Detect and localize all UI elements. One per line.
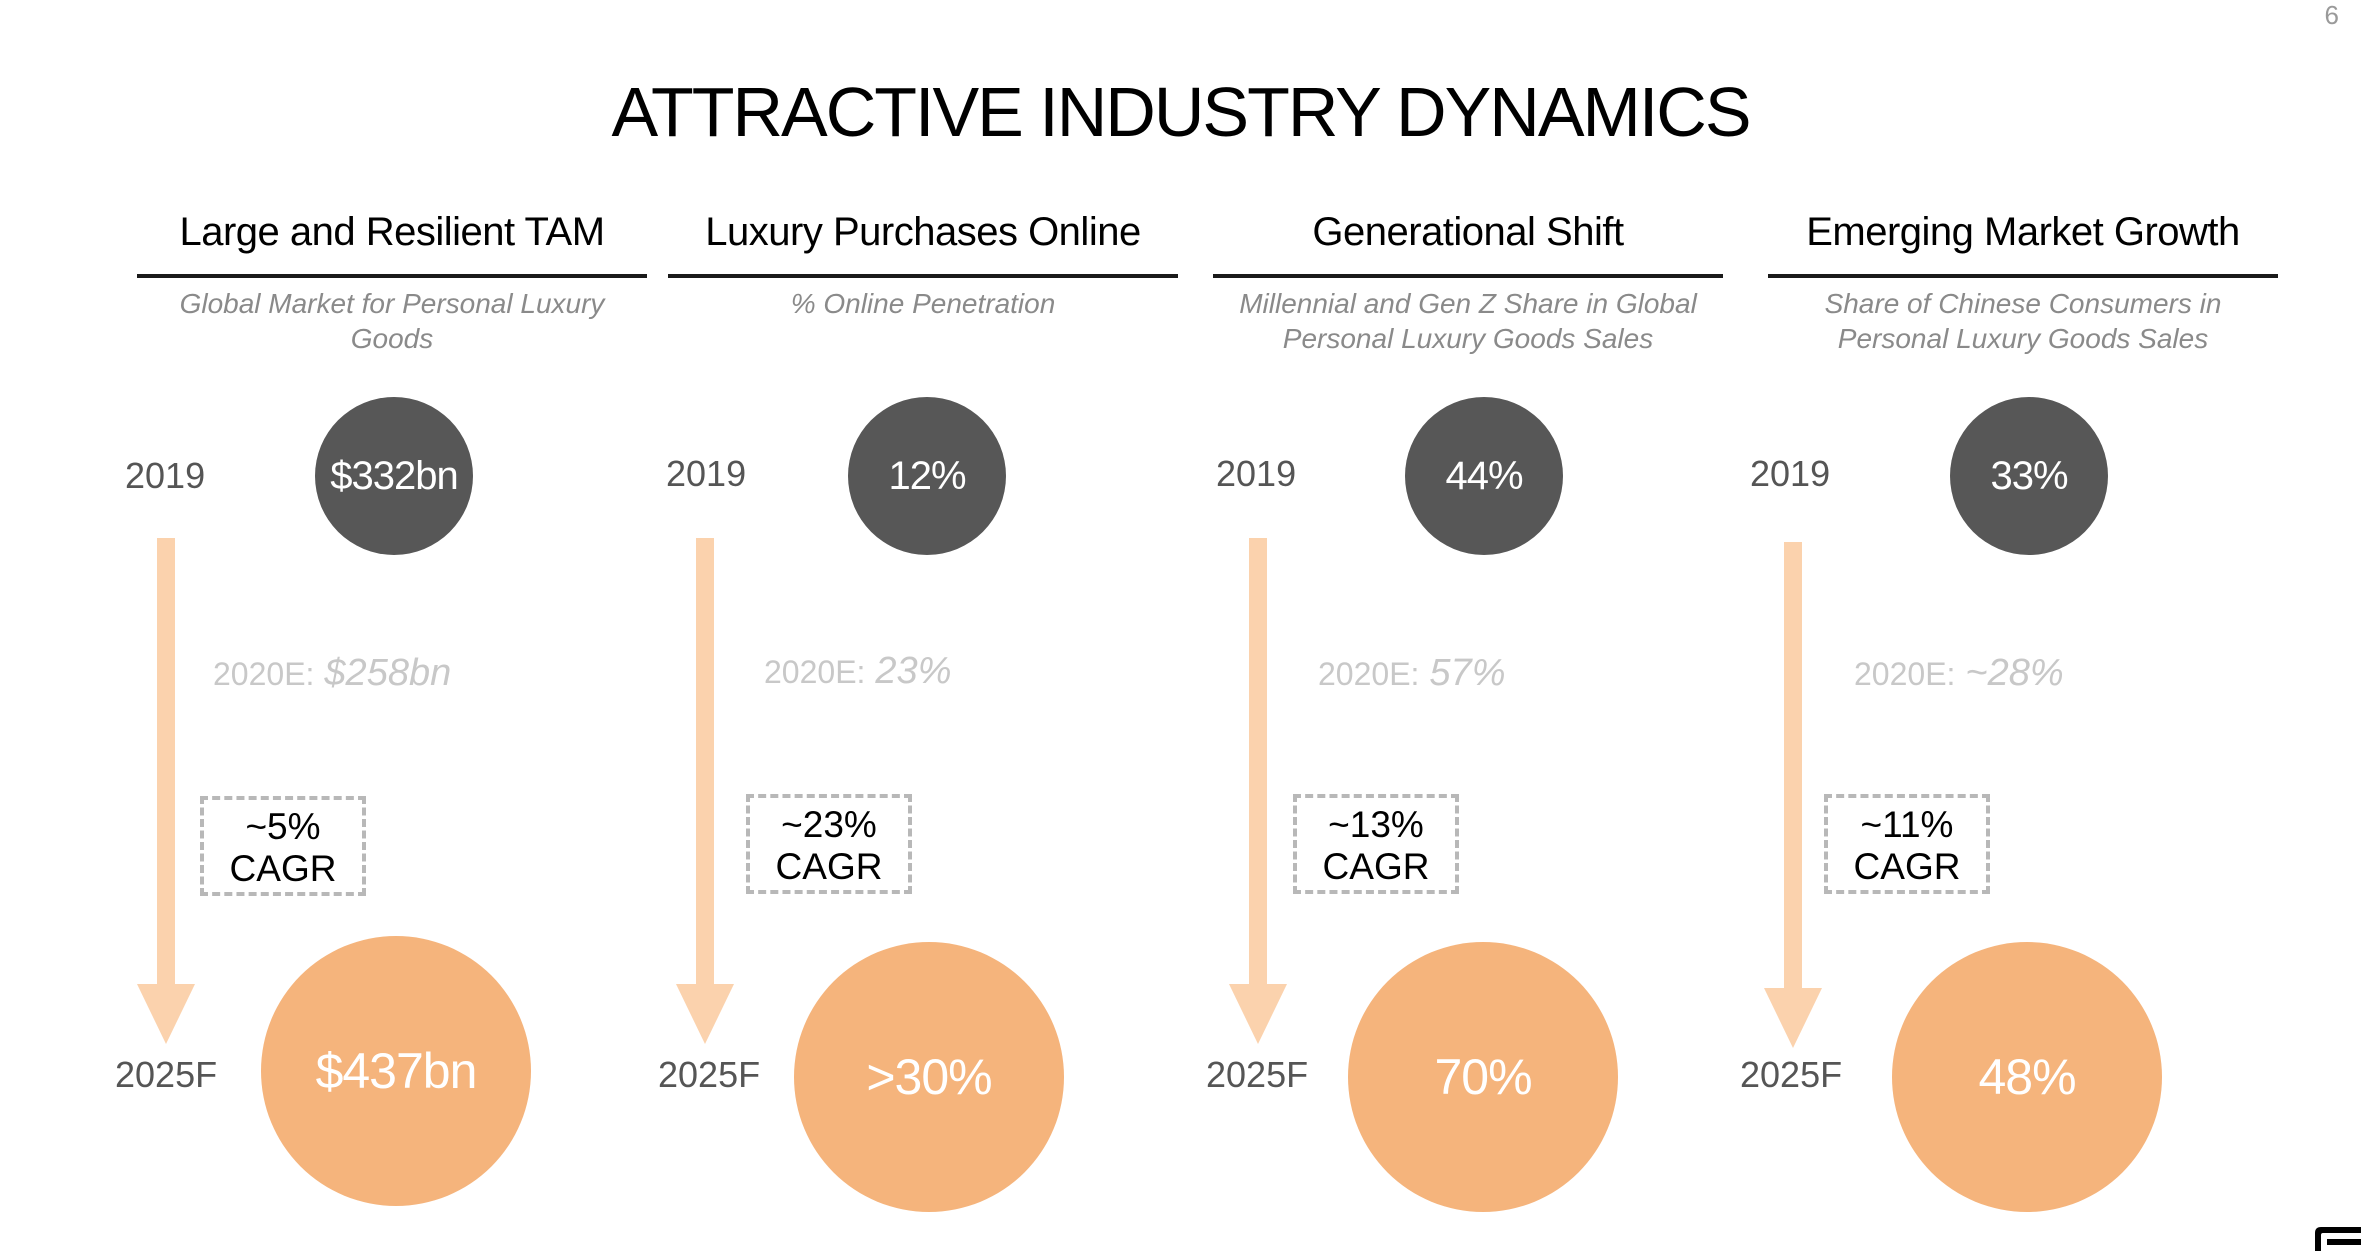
heading-divider xyxy=(668,274,1178,278)
column-subtitle: Share of Chinese Consumers in Personal L… xyxy=(1824,288,2222,354)
heading-divider xyxy=(1213,274,1723,278)
cagr-box: ~13% CAGR xyxy=(1293,794,1459,894)
column-subtitle: Global Market for Personal Luxury Goods xyxy=(179,288,605,354)
value-2025-text: $437bn xyxy=(315,1043,478,1099)
estimate-label: 2020E: xyxy=(1854,656,1956,692)
heading-divider xyxy=(1768,274,2278,278)
cagr-value: ~5% xyxy=(245,806,321,847)
year-2025-label: 2025F xyxy=(115,1054,218,1095)
year-2019-label: 2019 xyxy=(1750,453,1831,494)
cagr-value: ~11% xyxy=(1860,804,1954,845)
value-2019-text: 12% xyxy=(888,453,966,498)
cagr-box: ~5% CAGR xyxy=(200,796,366,896)
estimate-2020: 2020E: 57% xyxy=(1318,652,1505,695)
estimate-2020: 2020E: ~28% xyxy=(1854,652,2064,695)
cagr-box: ~11% CAGR xyxy=(1824,794,1990,894)
column-subtitle: Millennial and Gen Z Share in Global Per… xyxy=(1239,288,1697,354)
column-subtitle: % Online Penetration xyxy=(790,288,1056,319)
estimate-label: 2020E: xyxy=(1318,656,1420,692)
value-2025-circle: >30% xyxy=(794,942,1064,1212)
value-2025-circle: 48% xyxy=(1892,942,2162,1212)
column-tam: Large and Resilient TAM Global Market fo… xyxy=(115,0,647,1251)
column-heading: Generational Shift xyxy=(1312,210,1624,254)
column-heading: Emerging Market Growth xyxy=(1806,210,2240,254)
column-emerging-market: Emerging Market Growth Share of Chinese … xyxy=(1740,0,2278,1251)
value-2019-text: $332bn xyxy=(330,453,458,498)
estimate-2020: 2020E: $258bn xyxy=(213,652,451,695)
value-2019-text: 44% xyxy=(1445,453,1523,498)
brand-logo-icon xyxy=(2315,1227,2361,1251)
estimate-value: ~28% xyxy=(1965,652,2064,694)
value-2019-circle: 44% xyxy=(1405,397,1563,555)
cagr-value: ~23% xyxy=(781,804,877,845)
value-2025-text: >30% xyxy=(866,1049,992,1105)
cagr-box: ~23% CAGR xyxy=(746,794,912,894)
column-online: Luxury Purchases Online % Online Penetra… xyxy=(658,0,1178,1251)
heading-divider xyxy=(137,274,647,278)
value-2019-circle: 33% xyxy=(1950,397,2108,555)
value-2025-text: 70% xyxy=(1434,1049,1532,1105)
year-2019-label: 2019 xyxy=(666,453,747,494)
cagr-label: CAGR xyxy=(1322,846,1430,887)
value-2019-circle: $332bn xyxy=(315,397,473,555)
column-generational: Generational Shift Millennial and Gen Z … xyxy=(1206,0,1723,1251)
year-2025-label: 2025F xyxy=(658,1054,761,1095)
page-number: 6 xyxy=(2324,0,2339,30)
estimate-value: $258bn xyxy=(324,652,452,694)
column-heading: Large and Resilient TAM xyxy=(179,210,605,254)
year-2025-label: 2025F xyxy=(1740,1054,1843,1095)
page-title: ATTRACTIVE INDUSTRY DYNAMICS xyxy=(611,73,1751,151)
estimate-label: 2020E: xyxy=(764,654,866,690)
estimate-value: 57% xyxy=(1429,652,1506,694)
year-2019-label: 2019 xyxy=(1216,453,1297,494)
cagr-label: CAGR xyxy=(775,846,883,887)
estimate-label: 2020E: xyxy=(213,656,315,692)
column-heading: Luxury Purchases Online xyxy=(705,210,1141,254)
value-2019-text: 33% xyxy=(1990,453,2068,498)
value-2019-circle: 12% xyxy=(848,397,1006,555)
cagr-value: ~13% xyxy=(1328,804,1424,845)
value-2025-circle: $437bn xyxy=(261,936,531,1206)
estimate-value: 23% xyxy=(875,650,952,692)
estimate-2020: 2020E: 23% xyxy=(764,650,951,693)
cagr-label: CAGR xyxy=(229,848,337,889)
year-2025-label: 2025F xyxy=(1206,1054,1309,1095)
year-2019-label: 2019 xyxy=(125,455,206,496)
value-2025-text: 48% xyxy=(1978,1049,2076,1105)
cagr-label: CAGR xyxy=(1853,846,1961,887)
value-2025-circle: 70% xyxy=(1348,942,1618,1212)
